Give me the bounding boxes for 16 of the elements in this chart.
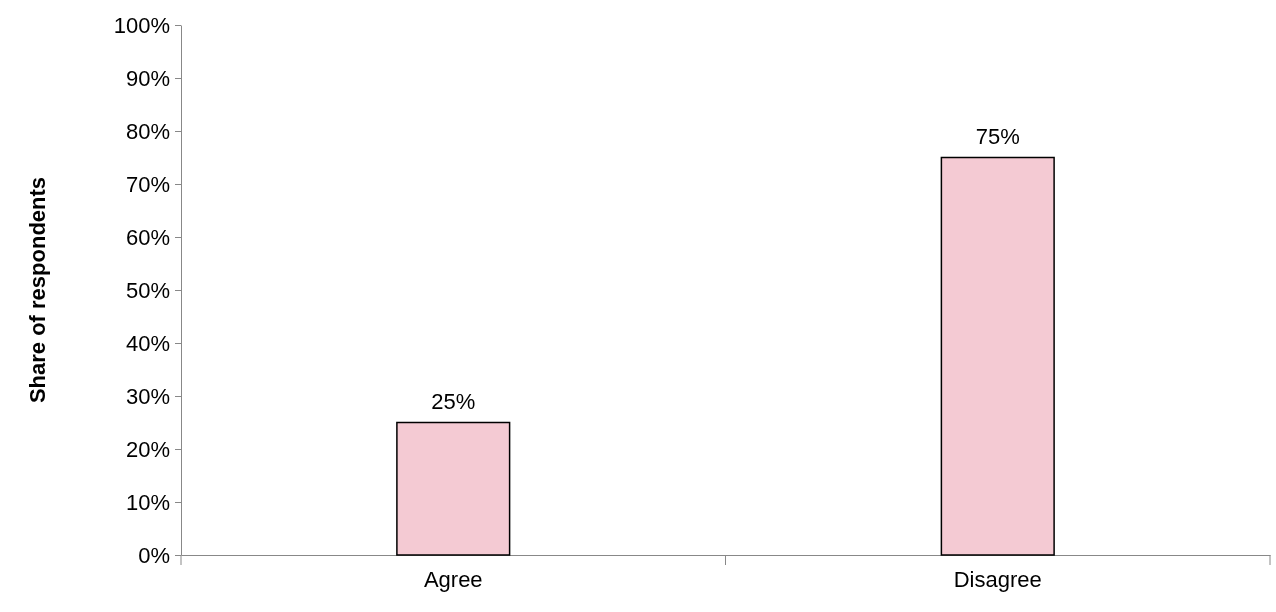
y-tick-label: 100%	[113, 12, 170, 38]
y-tick-label: 30%	[125, 383, 170, 409]
y-tick-label: 10%	[125, 489, 170, 515]
y-tick-label: 50%	[125, 277, 170, 303]
x-tick-label: Disagree	[953, 566, 1042, 592]
x-tick-label: Agree	[423, 566, 483, 592]
y-tick-label: 70%	[125, 171, 170, 197]
y-tick-label: 80%	[125, 118, 170, 144]
data-label: 75%	[975, 123, 1020, 149]
y-tick-label: 0%	[138, 542, 170, 568]
data-label: 25%	[431, 388, 476, 414]
y-tick-label: 90%	[125, 65, 170, 91]
y-axis-title: Share of respondents	[25, 176, 50, 404]
y-tick-label: 20%	[125, 436, 170, 462]
y-tick-label: 60%	[125, 224, 170, 250]
y-tick-label: 40%	[125, 330, 170, 356]
